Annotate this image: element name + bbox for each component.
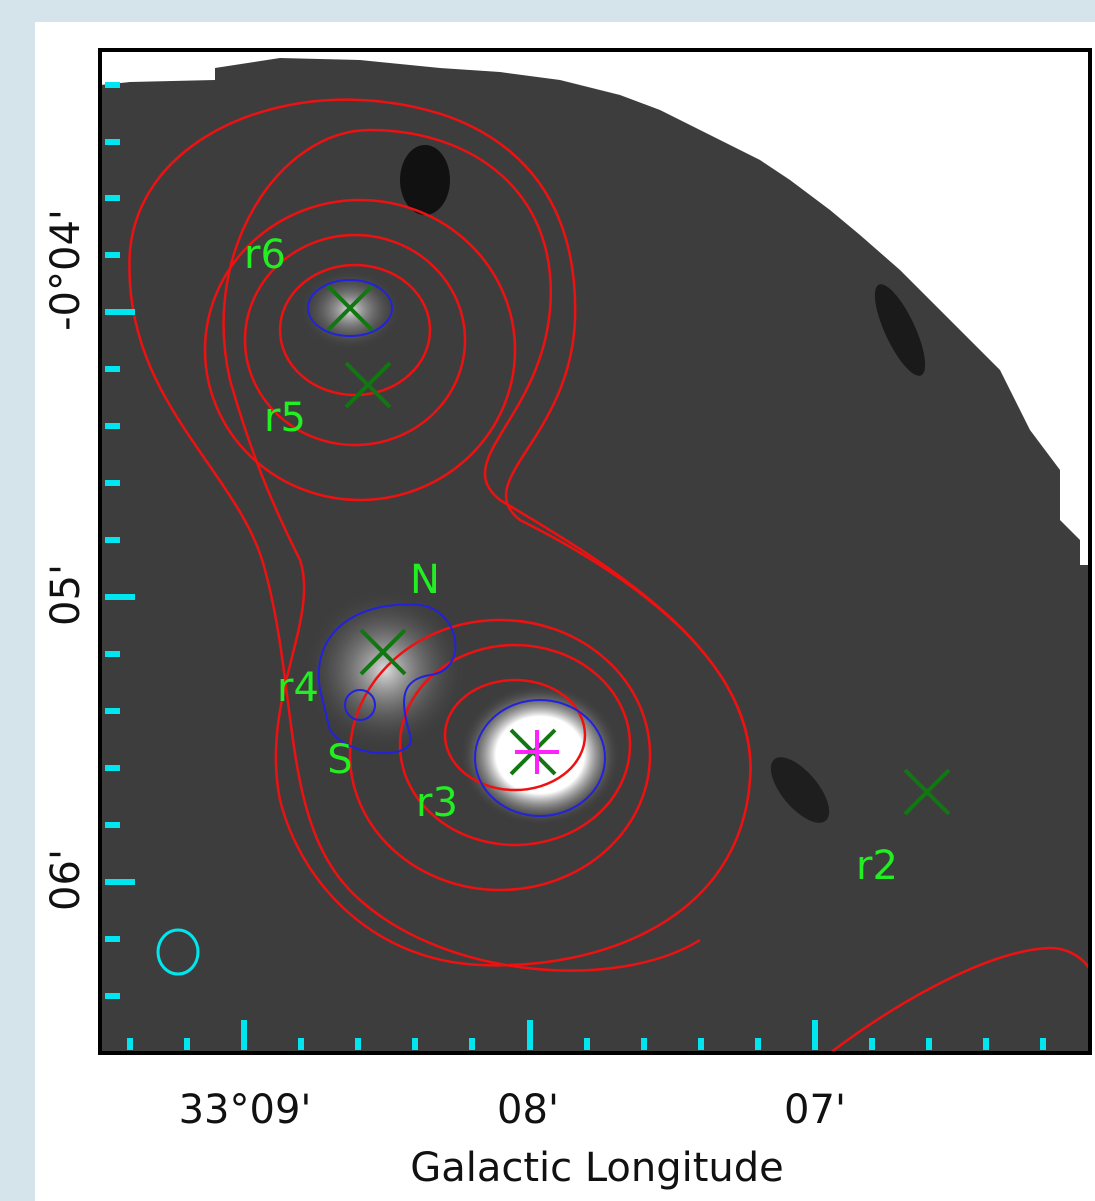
x-tick-label: 07' (784, 1087, 846, 1133)
image (100, 50, 1090, 1053)
source-label: S (327, 737, 352, 783)
y-tick-label: -0°04' (43, 209, 89, 331)
source-label: r5 (264, 395, 306, 441)
source-label: r6 (244, 232, 286, 278)
figure: r6 r5 N r4 S r3 r2 -0°04' 05' 06' 33°09'… (0, 0, 1095, 1201)
source-label: r2 (856, 843, 898, 889)
source-label: r4 (277, 665, 319, 711)
source-label: r3 (416, 780, 458, 826)
x-axis-label: Galactic Longitude (410, 1145, 784, 1191)
source-label: N (410, 557, 440, 603)
x-tick-label: 08' (497, 1087, 559, 1133)
x-tick-label: 33°09' (179, 1087, 312, 1133)
y-tick-label: 06' (43, 849, 89, 911)
y-tick-label: 05' (43, 564, 89, 626)
